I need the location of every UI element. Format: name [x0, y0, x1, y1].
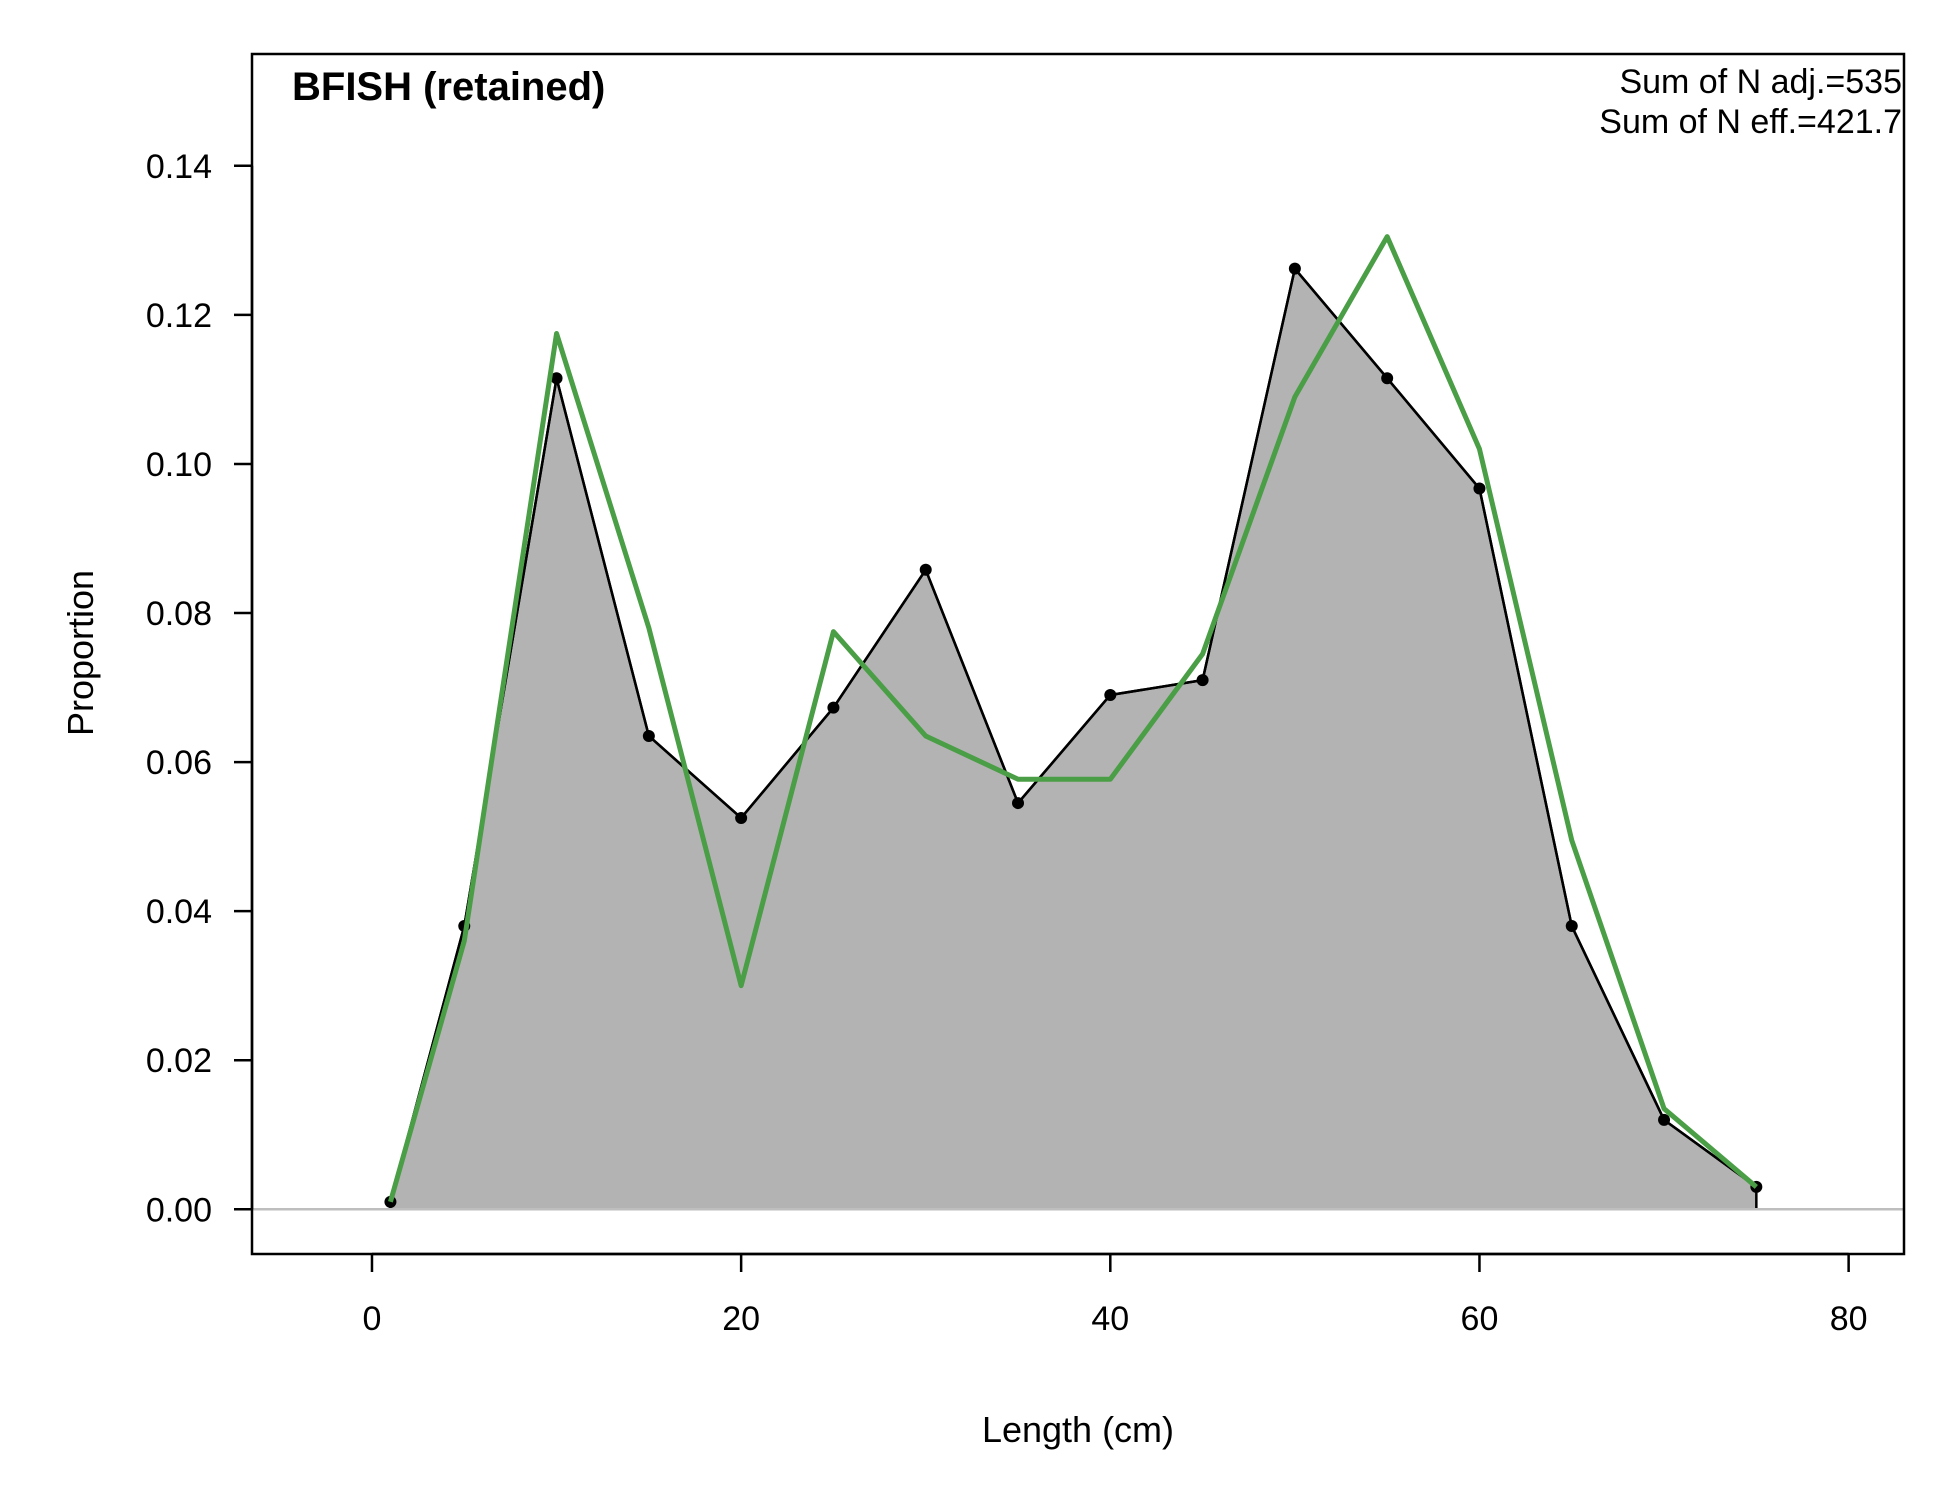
observed-point [1473, 482, 1486, 495]
observed-point [1658, 1113, 1671, 1126]
plot-area: 0 20 40 60 80 0.00 0.02 0.04 0.06 0.08 0.10 0.12 0.1… [146, 52, 1906, 1338]
sum-n-eff-annotation: Sum of N eff.=421.7 [1599, 103, 1902, 141]
observed-point [1565, 920, 1578, 933]
y-tick-label: 0.00 [146, 1191, 212, 1229]
observed-point [550, 372, 563, 385]
y-tick-label: 0.08 [146, 595, 212, 633]
y-tick-label: 0.06 [146, 744, 212, 782]
expected-line [388, 234, 1758, 1203]
observed-point [642, 729, 655, 742]
observed-point [919, 563, 932, 576]
y-tick-label: 0.10 [146, 446, 212, 484]
observed-point [1381, 372, 1394, 385]
x-tick-label: 40 [1091, 1300, 1129, 1338]
observed-line [389, 267, 1758, 1203]
y-tick-label: 0.14 [146, 148, 212, 186]
x-axis-title: Length (cm) [982, 1409, 1174, 1450]
observed-point [1288, 262, 1301, 275]
y-tick-label: 0.12 [146, 297, 212, 335]
observed-point [1104, 688, 1117, 701]
x-tick-label: 0 [363, 1300, 382, 1338]
x-tick-label: 60 [1461, 1300, 1499, 1338]
x-tick-label: 20 [722, 1300, 760, 1338]
y-tick-label: 0.02 [146, 1042, 212, 1080]
y-tick-label: 0.04 [146, 893, 212, 931]
observed-point [827, 701, 840, 714]
chart-title: BFISH (retained) [292, 65, 605, 109]
observed-point [1196, 674, 1209, 687]
sum-n-adj-annotation: Sum of N adj.=535 [1619, 63, 1902, 101]
observed-point [735, 811, 748, 824]
y-axis-title: Proportion [60, 570, 101, 736]
x-tick-label: 80 [1830, 1300, 1868, 1338]
observed-point [1012, 797, 1025, 810]
